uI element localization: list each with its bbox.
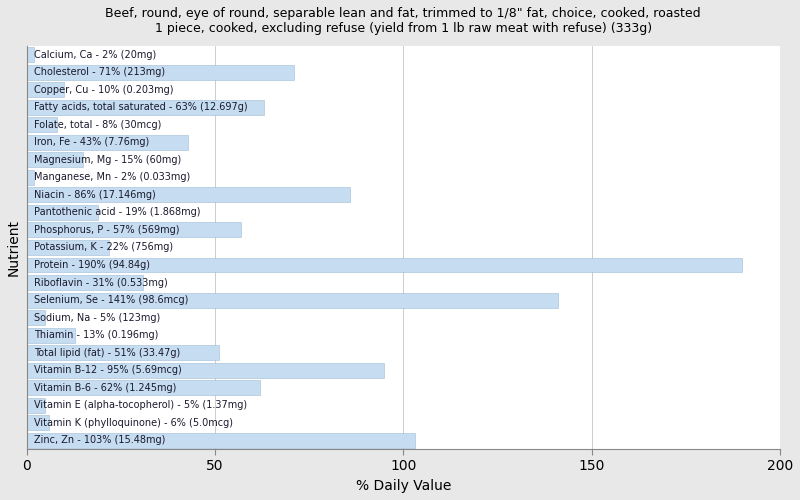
Text: Fatty acids, total saturated - 63% (12.697g): Fatty acids, total saturated - 63% (12.6…: [34, 102, 248, 112]
Text: Magnesium, Mg - 15% (60mg): Magnesium, Mg - 15% (60mg): [34, 155, 182, 165]
Bar: [26, 135, 189, 150]
Y-axis label: Nutrient: Nutrient: [7, 219, 21, 276]
Bar: [26, 433, 414, 448]
Bar: [26, 258, 742, 272]
Bar: [26, 362, 384, 378]
Bar: [26, 47, 34, 62]
Bar: [26, 100, 264, 114]
Bar: [26, 310, 46, 325]
Text: Iron, Fe - 43% (7.76mg): Iron, Fe - 43% (7.76mg): [34, 138, 150, 147]
Text: Protein - 190% (94.84g): Protein - 190% (94.84g): [34, 260, 150, 270]
Text: Zinc, Zn - 103% (15.48mg): Zinc, Zn - 103% (15.48mg): [34, 436, 166, 446]
Bar: [26, 170, 34, 185]
Text: Pantothenic acid - 19% (1.868mg): Pantothenic acid - 19% (1.868mg): [34, 208, 201, 218]
X-axis label: % Daily Value: % Daily Value: [355, 479, 451, 493]
Bar: [26, 275, 143, 290]
Text: Sodium, Na - 5% (123mg): Sodium, Na - 5% (123mg): [34, 312, 160, 322]
Text: Phosphorus, P - 57% (569mg): Phosphorus, P - 57% (569mg): [34, 225, 179, 235]
Bar: [26, 222, 242, 238]
Text: Potassium, K - 22% (756mg): Potassium, K - 22% (756mg): [34, 242, 173, 252]
Text: Riboflavin - 31% (0.533mg): Riboflavin - 31% (0.533mg): [34, 278, 168, 287]
Bar: [26, 398, 46, 412]
Bar: [26, 188, 350, 202]
Title: Beef, round, eye of round, separable lean and fat, trimmed to 1/8" fat, choice, : Beef, round, eye of round, separable lea…: [106, 7, 701, 35]
Text: Vitamin K (phylloquinone) - 6% (5.0mcg): Vitamin K (phylloquinone) - 6% (5.0mcg): [34, 418, 233, 428]
Bar: [26, 240, 110, 255]
Text: Calcium, Ca - 2% (20mg): Calcium, Ca - 2% (20mg): [34, 50, 156, 59]
Text: Selenium, Se - 141% (98.6mcg): Selenium, Se - 141% (98.6mcg): [34, 295, 189, 305]
Text: Niacin - 86% (17.146mg): Niacin - 86% (17.146mg): [34, 190, 156, 200]
Bar: [26, 205, 98, 220]
Bar: [26, 345, 218, 360]
Text: Folate, total - 8% (30mcg): Folate, total - 8% (30mcg): [34, 120, 162, 130]
Text: Vitamin B-12 - 95% (5.69mcg): Vitamin B-12 - 95% (5.69mcg): [34, 365, 182, 375]
Text: Vitamin E (alpha-tocopherol) - 5% (1.37mg): Vitamin E (alpha-tocopherol) - 5% (1.37m…: [34, 400, 247, 410]
Text: Cholesterol - 71% (213mg): Cholesterol - 71% (213mg): [34, 67, 165, 77]
Bar: [26, 118, 57, 132]
Bar: [26, 380, 260, 395]
Bar: [26, 292, 558, 308]
Bar: [26, 152, 83, 167]
Bar: [26, 64, 294, 80]
Text: Vitamin B-6 - 62% (1.245mg): Vitamin B-6 - 62% (1.245mg): [34, 382, 177, 392]
Text: Total lipid (fat) - 51% (33.47g): Total lipid (fat) - 51% (33.47g): [34, 348, 180, 358]
Bar: [26, 328, 75, 342]
Text: Manganese, Mn - 2% (0.033mg): Manganese, Mn - 2% (0.033mg): [34, 172, 190, 182]
Text: Copper, Cu - 10% (0.203mg): Copper, Cu - 10% (0.203mg): [34, 84, 174, 94]
Text: Thiamin - 13% (0.196mg): Thiamin - 13% (0.196mg): [34, 330, 158, 340]
Bar: [26, 82, 64, 97]
Bar: [26, 416, 49, 430]
